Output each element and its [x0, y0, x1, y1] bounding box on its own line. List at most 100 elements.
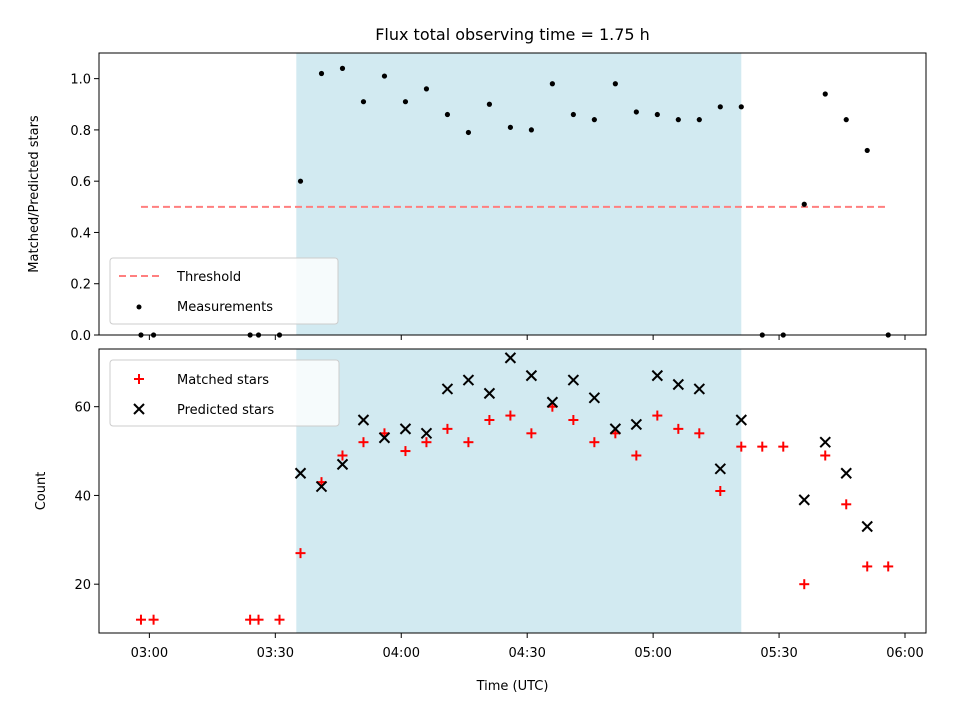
- predicted-star-point: [483, 387, 496, 400]
- matched-star-point: [148, 614, 159, 625]
- predicted-star-point: [861, 520, 873, 533]
- count-legend-box: [109, 359, 340, 427]
- legend-x-marker: [133, 403, 145, 415]
- measurement-point: [675, 117, 681, 123]
- ratio-axes-frame: [98, 52, 927, 336]
- chart-title: Flux total observing time = 1.75 h: [375, 25, 650, 44]
- matched-star-point: [253, 614, 264, 625]
- predicted-star-point: [588, 392, 601, 404]
- matched-star-point: [274, 614, 285, 625]
- count-axes-frame: [98, 348, 927, 634]
- predicted-star-point: [294, 467, 307, 479]
- legend-predicted-swatch: [133, 403, 145, 415]
- matched-star-point: [337, 450, 348, 461]
- legend-threshold-label: Threshold: [176, 270, 241, 285]
- x-tick-label: 05:30: [760, 646, 797, 661]
- predicted-star-point: [462, 374, 475, 386]
- ratio-y-tick-label: 0.6: [70, 175, 91, 190]
- legend-predicted-label: Predicted stars: [177, 403, 274, 418]
- predicted-star-point: [651, 369, 664, 382]
- ratio-y-ticks: 0.0 0.2 0.4 0.6 0.8 1.0: [70, 73, 99, 344]
- measurement-point: [486, 101, 493, 107]
- matched-star-point: [505, 410, 516, 421]
- matched-star-point: [820, 450, 831, 461]
- measurement-points-layer: [138, 65, 891, 338]
- measurement-point: [864, 147, 870, 154]
- measurement-point: [591, 117, 597, 123]
- matched-star-point: [463, 437, 474, 448]
- matched-star-point: [568, 415, 579, 425]
- ratio-y-tick-label: 0.2: [70, 278, 91, 293]
- count-legend: Matched stars Predicted stars: [109, 359, 340, 427]
- legend-measurements-swatch: [136, 304, 142, 310]
- measurement-point: [381, 73, 388, 79]
- measurement-point: [528, 127, 534, 133]
- measurement-point: [402, 99, 409, 105]
- measurement-point: [612, 81, 618, 87]
- matched-star-point: [799, 579, 810, 590]
- x-tick-label: 03:30: [257, 646, 294, 661]
- predicted-star-point: [609, 423, 622, 435]
- predicted-star-point: [798, 494, 810, 506]
- measurement-point: [696, 117, 702, 123]
- matched-star-point: [135, 614, 146, 625]
- measurement-point: [801, 201, 807, 207]
- predicted-star-point: [315, 480, 328, 493]
- x-tick-label: 04:00: [383, 646, 420, 661]
- measurement-point: [360, 99, 367, 105]
- matched-star-point: [589, 437, 600, 448]
- observing-window-band: [296, 349, 742, 633]
- measurement-point: [465, 129, 472, 136]
- measurement-point: [423, 86, 430, 92]
- predicted-star-point: [714, 463, 727, 475]
- measurement-point: [570, 111, 576, 118]
- matched-star-point: [358, 437, 369, 448]
- matched-star-point: [245, 614, 256, 625]
- measurement-point: [339, 65, 346, 71]
- ratio-panel: 0.0 0.2 0.4 0.6 0.8 1.0 Flux total observing …: [27, 25, 927, 344]
- measurement-point: [297, 178, 304, 184]
- ratio-y-tick-label: 0.4: [70, 226, 91, 241]
- ratio-x-ticks: [148, 335, 906, 340]
- count-y-ticks: 20 40 60: [74, 401, 99, 593]
- count-points-layer: [135, 352, 894, 625]
- predicted-star-point: [420, 427, 433, 440]
- count-x-ticks: 03:00 03:30 04:00 04:30 05:00 05:30 06:00: [131, 633, 924, 661]
- predicted-star-point: [693, 383, 706, 395]
- predicted-star-point: [672, 378, 685, 391]
- matched-star-point: [442, 423, 453, 434]
- legend-plus-marker: [134, 374, 144, 384]
- matched-star-point: [484, 415, 495, 425]
- x-axis-label: Time (UTC): [476, 679, 549, 694]
- predicted-star-point: [546, 396, 559, 408]
- measurement-point: [717, 104, 723, 110]
- measurement-point: [549, 81, 555, 87]
- ratio-legend-box: [109, 257, 339, 325]
- x-tick-label: 05:00: [634, 646, 671, 661]
- measurement-point: [822, 91, 828, 97]
- x-tick-label: 06:00: [886, 646, 923, 661]
- matched-star-point: [841, 499, 852, 510]
- legend-measurements-label: Measurements: [177, 300, 273, 315]
- count-y-tick-label: 60: [74, 401, 91, 416]
- matched-star-point: [694, 428, 705, 439]
- predicted-star-point: [735, 414, 747, 426]
- ratio-y-tick-label: 1.0: [70, 73, 91, 88]
- legend-matched-label: Matched stars: [177, 373, 269, 388]
- observing-window-band: [296, 53, 742, 335]
- matched-star-point: [295, 548, 306, 559]
- matched-star-point: [715, 486, 726, 496]
- matched-star-point: [652, 410, 663, 421]
- matched-star-point: [757, 441, 768, 452]
- predicted-star-point: [441, 383, 454, 395]
- predicted-star-point: [336, 458, 349, 471]
- legend-matched-swatch: [134, 374, 144, 384]
- measurement-point: [633, 109, 639, 115]
- matched-star-point: [631, 450, 642, 461]
- measurement-point: [654, 111, 660, 118]
- predicted-star-point: [840, 467, 852, 479]
- count-y-tick-label: 40: [74, 489, 91, 504]
- ratio-y-axis-label: Matched/Predicted stars: [27, 115, 42, 273]
- matched-star-point: [736, 441, 747, 452]
- measurement-point: [318, 70, 325, 77]
